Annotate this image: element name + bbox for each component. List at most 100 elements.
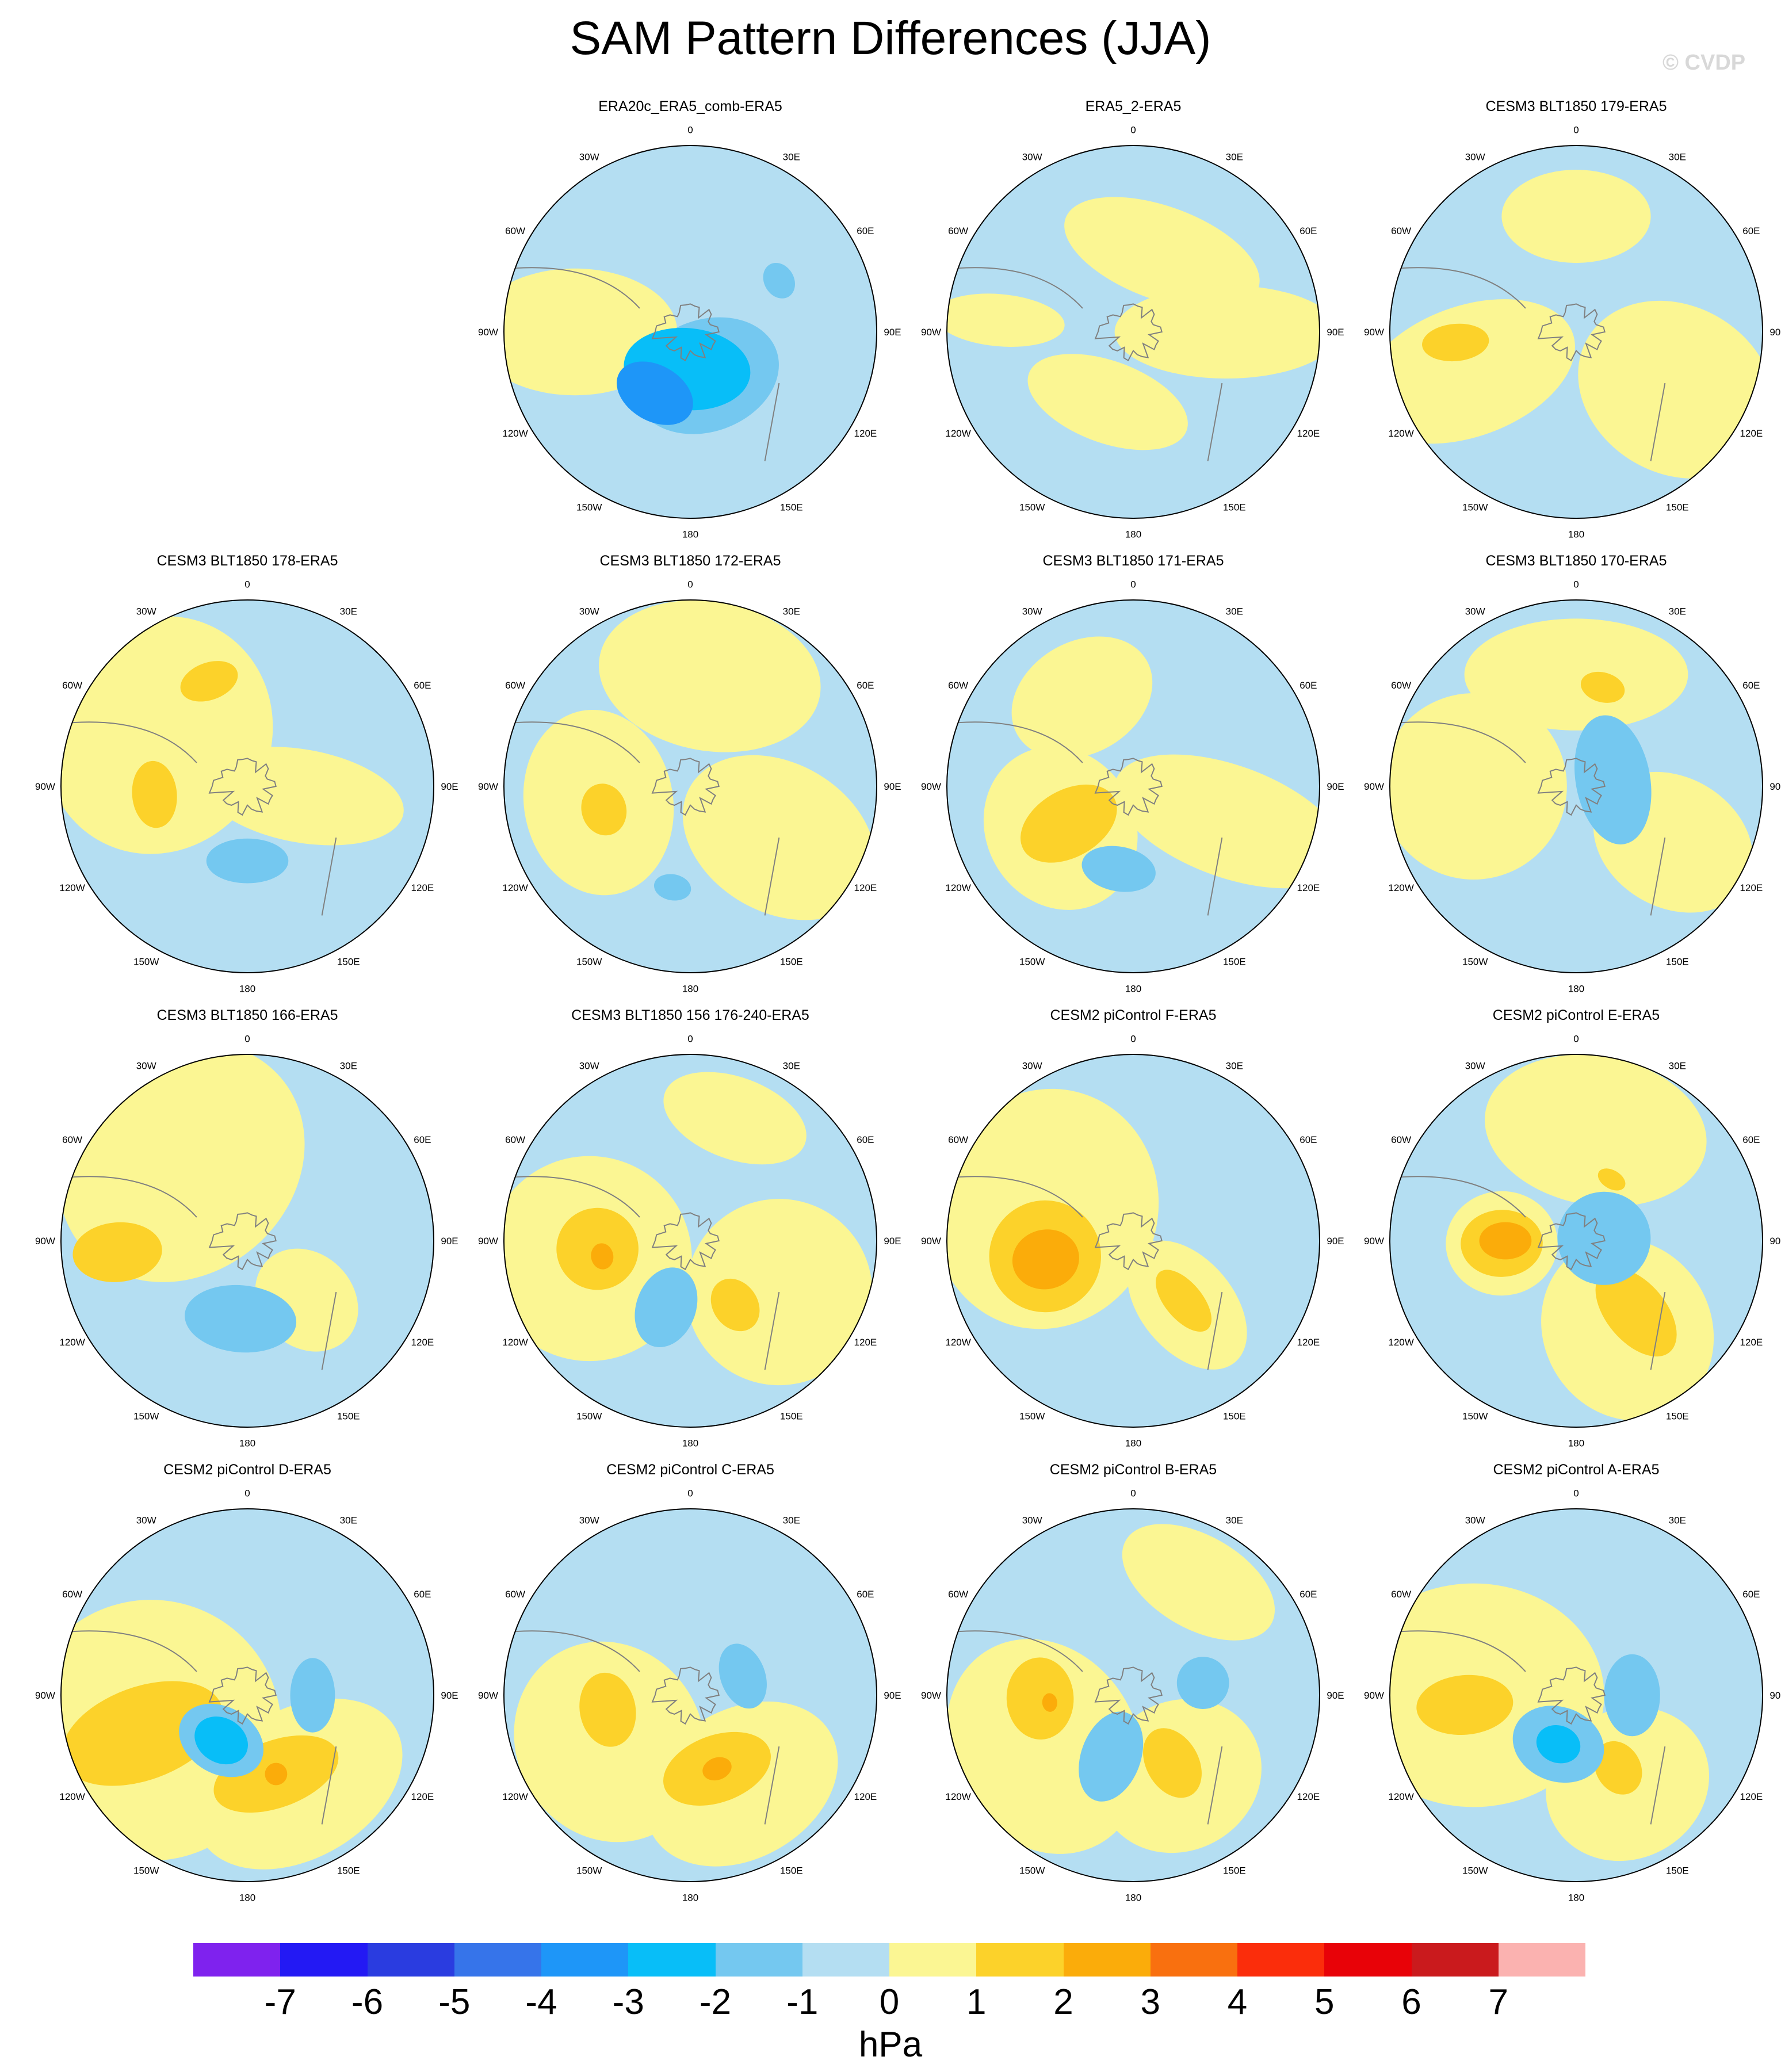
longitude-label: 30W	[1465, 152, 1485, 163]
longitude-label: 120E	[1740, 1337, 1763, 1348]
australia-nz-coastline	[1650, 837, 1666, 916]
map-border	[503, 1054, 877, 1428]
longitude-label: 0	[1130, 1488, 1136, 1499]
colorbar-swatch	[454, 1943, 541, 1977]
longitude-label: 120E	[854, 882, 877, 893]
south-america-coastline	[958, 1176, 1083, 1218]
longitude-label: 180	[1568, 1893, 1584, 1903]
longitude-label: 120E	[854, 1337, 877, 1348]
longitude-label: 30W	[1022, 1515, 1042, 1526]
colorbar-tick-label: -5	[438, 1982, 471, 2022]
positive-anomaly-region	[1501, 170, 1651, 263]
longitude-label: 180	[682, 984, 698, 995]
negative-anomaly-region	[718, 1643, 767, 1709]
longitude-label: 180	[239, 984, 255, 995]
longitude-label: 150E	[1666, 1865, 1689, 1876]
colorbar-tick-label: -2	[699, 1982, 732, 2022]
longitude-label: 30W	[579, 152, 599, 163]
colorbar-tick-label: 5	[1314, 1982, 1335, 2022]
longitude-label: 0	[687, 579, 693, 590]
australia-nz-coastline	[764, 1746, 780, 1825]
longitude-label: 60W	[505, 1134, 525, 1145]
longitude-label: 120W	[502, 428, 528, 439]
polar-stereographic-map: 0 30E 60E 90E 120E 150E 180 150W 120W 90W 60W 30W	[1364, 1488, 1781, 1903]
longitude-label: 150W	[576, 1410, 602, 1421]
longitude-label: 90E	[1327, 781, 1344, 792]
south-america-coastline	[958, 1630, 1083, 1672]
longitude-label: 150W	[133, 1410, 159, 1421]
longitude-label: 150W	[576, 956, 602, 967]
longitude-label: 120W	[945, 1337, 970, 1348]
longitude-label: 120W	[502, 882, 528, 893]
longitude-label: 150W	[1462, 1410, 1488, 1421]
map-border	[946, 1054, 1320, 1428]
panel-title: CESM3 BLT1850 172-ERA5	[599, 553, 781, 569]
positive-anomaly-region	[591, 1243, 614, 1270]
positive-anomaly-region	[1114, 285, 1320, 379]
longitude-label: 120W	[502, 1791, 528, 1802]
longitude-label: 90W	[478, 781, 498, 792]
positive-anomaly-region	[1595, 1268, 1677, 1357]
longitude-label: 60W	[948, 680, 968, 691]
colorbar-swatch	[280, 1943, 368, 1977]
colorbar-swatch	[367, 1943, 454, 1977]
map-border	[946, 599, 1320, 973]
longitude-label: 180	[682, 1438, 698, 1449]
map-panel: CESM3 BLT1850 166-ERA5 0 30E 60E 90E 120E 150E…	[35, 1006, 458, 1460]
longitude-label: 90E	[1769, 1236, 1781, 1247]
longitude-label: 120E	[1297, 1337, 1320, 1348]
longitude-label: 30W	[579, 1515, 599, 1526]
longitude-label: 90E	[1327, 327, 1344, 338]
south-america-coastline	[1401, 721, 1526, 763]
longitude-label: 90W	[921, 1236, 941, 1247]
south-america-coastline	[1401, 1176, 1526, 1218]
colorbar	[193, 1943, 1585, 1977]
polar-stereographic-map: 0 30E 60E 90E 120E 150E 180 150W 120W 90W 60W 30W	[921, 1034, 1344, 1449]
positive-anomaly-region	[1021, 784, 1117, 863]
colorbar-swatch	[541, 1943, 629, 1977]
polar-stereographic-map: 0 30E 60E 90E 120E 150E 180 150W 120W 90W 60W 30W	[921, 579, 1344, 995]
cvdp-watermark: © CVDP	[1662, 51, 1746, 75]
colorbar-tick-label: -1	[786, 1982, 819, 2022]
negative-anomaly-region	[1079, 1711, 1144, 1802]
antarctica-coastline	[1094, 303, 1163, 362]
longitude-label: 150W	[1462, 1865, 1488, 1876]
negative-anomaly-region	[1536, 1725, 1581, 1764]
longitude-label: 90E	[884, 327, 901, 338]
polar-stereographic-map: 0 30E 60E 90E 120E 150E 180 150W 120W 90W 60W 30W	[35, 1488, 458, 1903]
longitude-label: 30E	[1669, 1061, 1686, 1072]
longitude-label: 150E	[1223, 1865, 1246, 1876]
panel-title: ERA5_2-ERA5	[1085, 98, 1182, 114]
colorbar-tick-label: -4	[525, 1982, 557, 2022]
longitude-label: 150E	[1666, 956, 1689, 967]
south-america-coastline	[958, 721, 1083, 763]
negative-anomaly-region	[653, 874, 691, 901]
longitude-label: 60W	[948, 1134, 968, 1145]
longitude-label: 60W	[505, 225, 525, 236]
longitude-label: 60W	[948, 225, 968, 236]
longitude-label: 90W	[35, 781, 55, 792]
colorbar-swatch	[889, 1943, 977, 1977]
positive-anomaly-region	[1416, 1675, 1514, 1735]
longitude-label: 180	[1125, 984, 1141, 995]
panel-title: CESM3 BLT1850 179-ERA5	[1485, 98, 1667, 114]
map-border	[1389, 599, 1763, 973]
longitude-label: 30E	[1226, 1515, 1243, 1526]
antarctica-coastline	[1537, 758, 1606, 816]
antarctica-coastline	[651, 1212, 720, 1271]
australia-nz-coastline	[764, 383, 780, 461]
positive-anomaly-region	[947, 1639, 1143, 1854]
longitude-label: 60E	[1742, 680, 1760, 691]
negative-anomaly-region	[1176, 1657, 1229, 1710]
colorbar-tick-label: 6	[1401, 1982, 1421, 2022]
australia-nz-coastline	[764, 1291, 780, 1370]
longitude-label: 90W	[478, 1690, 498, 1701]
longitude-label: 30W	[1465, 606, 1485, 617]
longitude-label: 60E	[857, 1134, 874, 1145]
positive-anomaly-region	[1390, 693, 1567, 880]
longitude-label: 30E	[1226, 1061, 1243, 1072]
longitude-label: 150E	[780, 502, 803, 513]
longitude-label: 150E	[780, 1865, 803, 1876]
longitude-label: 120E	[854, 428, 877, 439]
map-panel: CESM2 piControl B-ERA5 0 30E 60E 90E 120E 150E…	[921, 1460, 1344, 1914]
